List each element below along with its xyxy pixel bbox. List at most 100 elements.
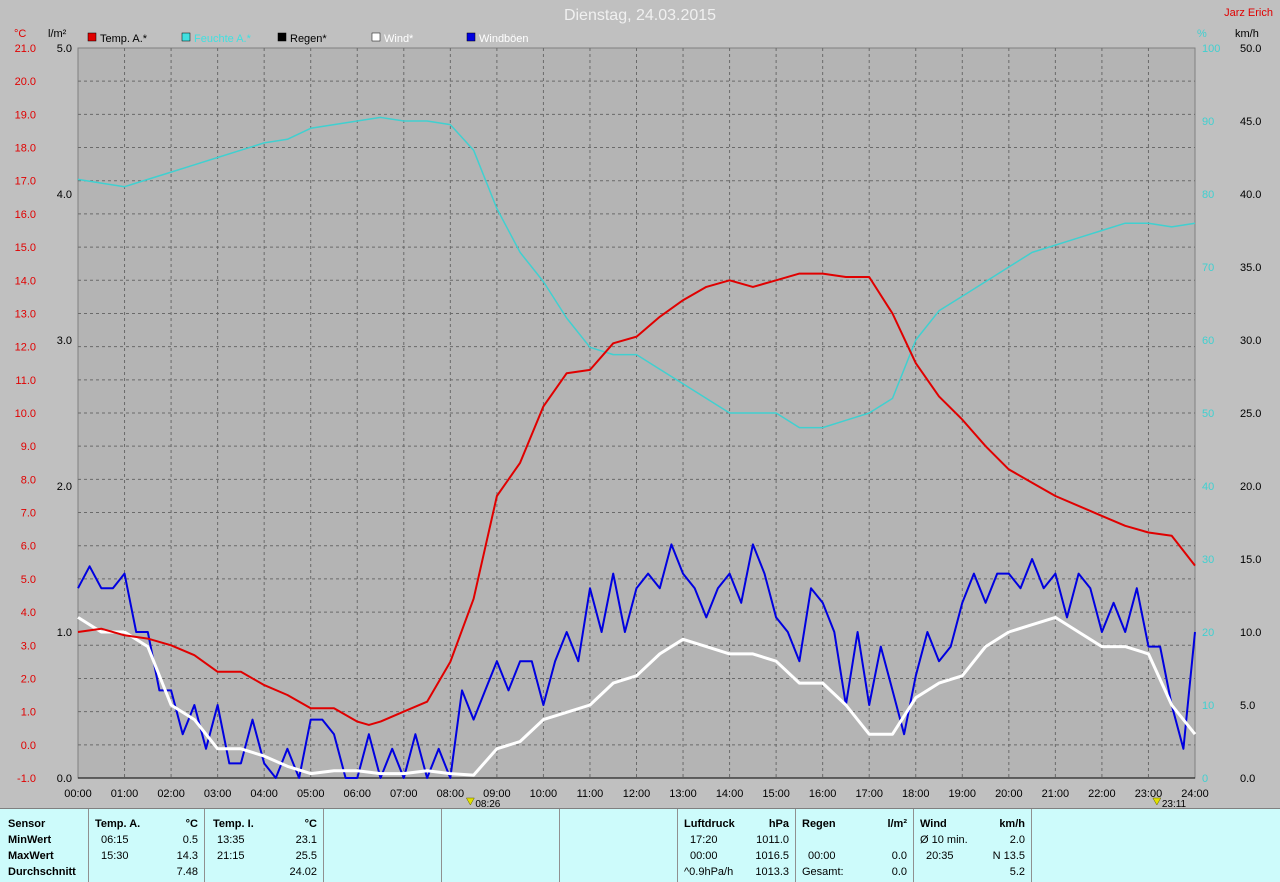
- wind-max-value: N 13.5: [992, 850, 1025, 862]
- time-markers: 08:26 23:11: [465, 797, 1187, 808]
- humidity-tick-label: 80: [1202, 189, 1214, 201]
- rain-axis-unit: l/m²: [48, 28, 67, 40]
- rain-total-value: 0.0: [891, 866, 907, 878]
- time-marker-icon: [465, 797, 475, 806]
- humidity-axis-unit: %: [1197, 28, 1207, 40]
- pressure-max-value: 1016.5: [755, 850, 789, 862]
- temp-tick-label: 0.0: [21, 740, 36, 752]
- time-tick-label: 08:00: [437, 788, 465, 800]
- temp-tick-label: 2.0: [21, 673, 36, 685]
- wind-header: Wind: [920, 818, 947, 830]
- pressure-min-time: 17:20: [690, 834, 718, 846]
- row-label-avg: Durchschnitt: [8, 866, 76, 878]
- wind-tick-label: 45.0: [1240, 116, 1261, 128]
- time-marker-icon: [1152, 797, 1162, 806]
- temp-tick-label: 14.0: [15, 275, 36, 287]
- humidity-line: [77, 116, 1196, 429]
- legend-swatch: [466, 32, 476, 42]
- time-tick-label: 15:00: [762, 788, 790, 800]
- empty-column-2: [442, 809, 560, 882]
- legend-label: Regen*: [290, 33, 327, 45]
- time-tick-label: 05:00: [297, 788, 325, 800]
- time-marker-label: 08:26: [475, 799, 500, 808]
- temp-tick-label: 18.0: [15, 143, 36, 155]
- time-marker-label: 23:11: [1162, 799, 1187, 808]
- time-tick-label: 20:00: [995, 788, 1023, 800]
- temp-i-column: Temp. I. °C 13:35 23.1 21:15 25.5 24.02: [205, 809, 324, 882]
- rain-max-time: 00:00: [808, 850, 836, 862]
- temp-i-min-time: 13:35: [217, 834, 245, 846]
- rain-tick-label: 1.0: [57, 627, 72, 639]
- wind-tick-label: 0.0: [1240, 773, 1255, 785]
- legend-swatch: [87, 32, 97, 42]
- wind-unit: km/h: [999, 818, 1025, 830]
- temp-tick-label: 19.0: [15, 109, 36, 121]
- legend-swatch: [371, 32, 381, 42]
- wind-line: [77, 615, 1197, 777]
- temp-tick-label: 6.0: [21, 541, 36, 553]
- time-tick-label: 10:00: [530, 788, 558, 800]
- author-label: Jarz Erich: [1224, 7, 1273, 19]
- temp-tick-label: 10.0: [15, 408, 36, 420]
- wind-avg-label: Ø 10 min.: [920, 834, 968, 846]
- legend: Temp. A.* Feuchte A.* Regen* Wind* Windböen: [87, 32, 529, 45]
- rain-tick-label: 4.0: [57, 189, 72, 201]
- time-tick-label: 24:00: [1181, 788, 1209, 800]
- wind-tick-label: 50.0: [1240, 43, 1261, 55]
- wind-tick-label: 35.0: [1240, 262, 1261, 274]
- empty-column-1: [324, 809, 442, 882]
- temp-tick-label: 4.0: [21, 607, 36, 619]
- temp-tick-label: 1.0: [21, 707, 36, 719]
- temp-a-max-time: 15:30: [101, 850, 129, 862]
- time-tick-label: 01:00: [111, 788, 139, 800]
- wind-tick-label: 20.0: [1240, 481, 1261, 493]
- temp-a-min-time: 06:15: [101, 834, 129, 846]
- time-tick-label: 16:00: [809, 788, 837, 800]
- temp-tick-label: 8.0: [21, 474, 36, 486]
- time-tick-label: 17:00: [855, 788, 883, 800]
- pressure-trend: ^0.9hPa/h: [684, 866, 734, 878]
- temp-a-average: 7.48: [176, 866, 198, 878]
- temp-tick-label: 20.0: [15, 76, 36, 88]
- legend-label: Feuchte A.*: [194, 33, 252, 45]
- sensor-header: Sensor: [8, 818, 46, 830]
- temp-i-min-value: 23.1: [295, 834, 317, 846]
- temp-a-unit: °C: [185, 818, 198, 830]
- pressure-min-value: 1011.0: [756, 834, 789, 846]
- wind-tick-label: 15.0: [1240, 554, 1261, 566]
- wind-column: Wind km/h Ø 10 min. 2.0 20:35 N 13.5 5.2: [914, 809, 1032, 882]
- temp-axis-unit: °C: [14, 28, 26, 40]
- empty-column-3: [560, 809, 678, 882]
- rain-header: Regen: [802, 818, 836, 830]
- temp-i-average: 24.02: [289, 866, 317, 878]
- pressure-max-time: 00:00: [690, 850, 718, 862]
- temp-tick-label: 12.0: [15, 342, 36, 354]
- temp-tick-label: 16.0: [15, 209, 36, 221]
- rain-max-value: 0.0: [891, 850, 907, 862]
- wind-tick-label: 10.0: [1240, 627, 1261, 639]
- time-tick-label: 07:00: [390, 788, 418, 800]
- time-tick-label: 22:00: [1088, 788, 1116, 800]
- time-tick-label: 19:00: [949, 788, 977, 800]
- time-tick-label: 14:00: [716, 788, 744, 800]
- time-tick-label: 11:00: [577, 788, 604, 800]
- rain-tick-label: 0.0: [57, 773, 72, 785]
- chart-title: Dienstag, 24.03.2015: [564, 7, 716, 24]
- temp-a-min-value: 0.5: [182, 834, 198, 846]
- legend-label: Temp. A.*: [100, 33, 148, 45]
- time-tick-label: 12:00: [623, 788, 651, 800]
- pressure-header: Luftdruck: [684, 818, 735, 830]
- time-tick-label: 13:00: [669, 788, 697, 800]
- temp-a-header: Temp. A.: [95, 818, 141, 830]
- wind-tick-label: 5.0: [1240, 700, 1255, 712]
- wind-gust-line: [77, 543, 1196, 779]
- time-tick-label: 23:00: [1135, 788, 1163, 800]
- rain-tick-label: 2.0: [57, 481, 72, 493]
- pressure-unit: hPa: [768, 818, 789, 830]
- pressure-column: Luftdruck hPa 17:20 1011.0 00:00 1016.5 …: [678, 809, 796, 882]
- time-tick-label: 03:00: [204, 788, 232, 800]
- temp-tick-label: 17.0: [15, 176, 36, 188]
- axis-ticks: 21.0 20.0 19.0 18.0 17.0 16.0 15.0 14.0 13.0 12.0…: [15, 43, 1262, 800]
- rain-column: Regen l/m² 00:00 0.0 Gesamt: 0.0: [796, 809, 914, 882]
- legend-label: Windböen: [479, 33, 529, 45]
